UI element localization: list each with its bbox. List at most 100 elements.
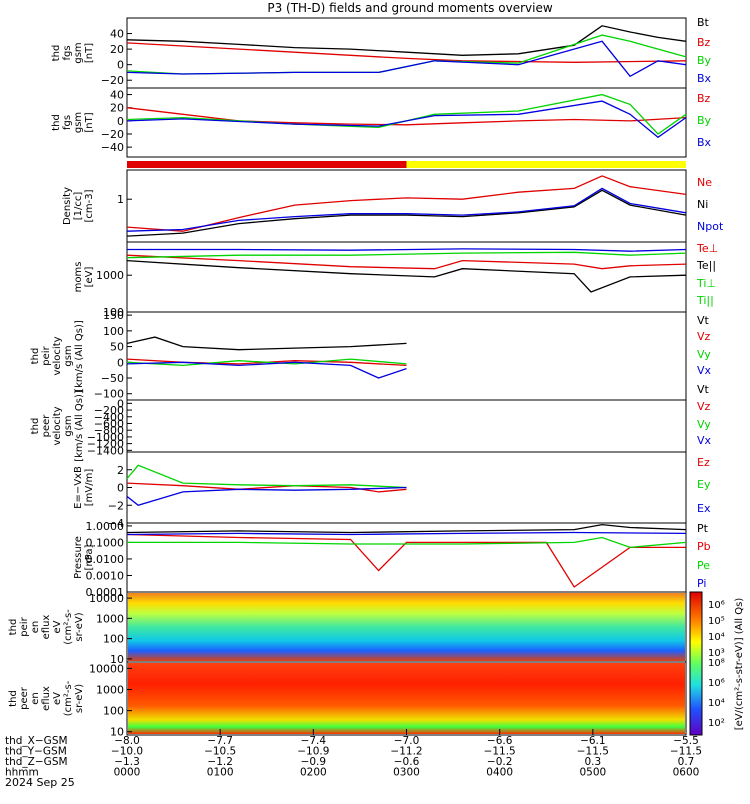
y-tick-label-4-4: −50 bbox=[101, 372, 124, 385]
y-tick-label-6-0: 2 bbox=[117, 464, 124, 477]
colorbar-tick-upper-3: 10³ bbox=[708, 648, 725, 659]
legend-7-0: Pt bbox=[697, 522, 709, 535]
y-tick-label-9-0: 10000 bbox=[89, 662, 124, 675]
legend-2-2: Npot bbox=[697, 220, 724, 233]
y-tick-label-4-3: 0 bbox=[117, 356, 124, 369]
y-axis-label-9-2: en bbox=[30, 692, 41, 705]
y-axis-label-4-4: [km/s (All Qs)] bbox=[74, 320, 85, 392]
legend-3-3: Ti|| bbox=[696, 294, 714, 307]
y-tick-label-4-5: −100 bbox=[94, 388, 124, 401]
y-tick-label-3-0: 1000 bbox=[96, 269, 124, 282]
y-tick-label-8-2: 100 bbox=[103, 633, 124, 646]
y-tick-label-5-4: −800 bbox=[94, 424, 124, 437]
y-tick-label-4-0: 150 bbox=[103, 309, 124, 322]
y-axis-label-1-3: [nT] bbox=[84, 112, 95, 132]
series-line-3-3 bbox=[126, 251, 687, 259]
y-axis-label-4-3: gsm bbox=[63, 345, 74, 366]
y-axis-label-8-1: peir bbox=[19, 616, 30, 636]
legend-3-0: Te⊥ bbox=[696, 242, 718, 255]
y-tick-label-1-0: 40 bbox=[110, 89, 124, 102]
legend-6-2: Ex bbox=[697, 502, 711, 515]
series-line-6-2 bbox=[126, 486, 407, 507]
x-row-label-0: thd_X−GSM bbox=[5, 735, 68, 747]
y-axis-label-8-4: eV bbox=[52, 620, 63, 633]
panel-frame-1 bbox=[126, 87, 687, 158]
y-tick-label-9-2: 100 bbox=[103, 705, 124, 718]
y-axis-label-2-0: Density bbox=[62, 187, 73, 225]
panel-frame-2 bbox=[126, 169, 687, 243]
y-axis-label-9-5: (cm²-s- bbox=[63, 680, 74, 716]
series-line-7-3 bbox=[126, 531, 687, 536]
heatmap-body-9 bbox=[128, 663, 685, 734]
x-tick-label-1-0: −7.7 bbox=[207, 735, 233, 747]
y-tick-label-7-4: 0.0001 bbox=[86, 586, 125, 599]
x-tick-label-0-2: −1.3 bbox=[114, 756, 140, 768]
colorbar-tick-lower-3: 10² bbox=[708, 718, 725, 729]
y-axis-label-3-1: [eV] bbox=[84, 267, 95, 288]
date-label: 2024 Sep 25 bbox=[5, 776, 75, 789]
y-axis-label-5-1: peer bbox=[41, 414, 52, 438]
y-axis-label-6-0: E=−VxB bbox=[73, 466, 84, 509]
y-tick-label-0-3: −20 bbox=[101, 74, 124, 87]
x-row-label-2: thd_Z−GSM bbox=[5, 756, 68, 768]
panel-frame-3 bbox=[126, 241, 687, 313]
mode-bar-yellow bbox=[406, 161, 686, 168]
legend-1-2: Bx bbox=[697, 136, 712, 149]
y-tick-label-8-1: 1000 bbox=[96, 612, 124, 625]
legend-4-2: Vy bbox=[697, 348, 711, 361]
x-tick-label-0-1: −10.0 bbox=[111, 746, 143, 758]
x-tick-label-5-1: −11.5 bbox=[577, 746, 609, 758]
x-tick-label-3-0: −7.0 bbox=[394, 735, 420, 747]
y-axis-label-9-4: eV bbox=[52, 692, 63, 705]
y-tick-label-0-1: 20 bbox=[110, 43, 124, 56]
mode-bar-red bbox=[127, 161, 407, 168]
series-line-1-0 bbox=[126, 107, 687, 126]
y-axis-label-1-0: thd bbox=[51, 114, 62, 131]
y-axis-label-8-0: thd bbox=[8, 619, 19, 636]
legend-6-1: Ey bbox=[697, 478, 711, 491]
legend-7-2: Pe bbox=[697, 559, 710, 572]
panel-frame-0 bbox=[126, 17, 687, 89]
y-tick-label-5-5: −1000 bbox=[87, 431, 124, 444]
y-tick-label-0-0: 40 bbox=[110, 28, 124, 41]
x-tick-label-1-2: −1.2 bbox=[207, 756, 233, 768]
legend-5-3: Vx bbox=[697, 434, 712, 447]
y-axis-label-0-3: [nT] bbox=[84, 43, 95, 63]
y-axis-label-1-1: fgs bbox=[62, 115, 73, 130]
legend-0-3: Bx bbox=[697, 72, 712, 85]
x-row-label-1: thd_Y−GSM bbox=[5, 746, 67, 758]
y-axis-label-8-3: eflux bbox=[41, 615, 52, 640]
x-tick-label-3-2: −0.6 bbox=[394, 756, 420, 768]
x-tick-label-0-3: 0000 bbox=[114, 767, 141, 779]
legend-5-0: Vt bbox=[697, 383, 710, 396]
series-line-0-1 bbox=[126, 42, 687, 63]
x-tick-label-6-1: −11.5 bbox=[670, 746, 702, 758]
panel-frame-5 bbox=[126, 399, 687, 453]
legend-4-1: Vz bbox=[697, 330, 711, 343]
y-axis-label-2-2: [cm-3] bbox=[84, 189, 95, 222]
y-axis-label-9-1: peer bbox=[19, 686, 30, 710]
x-tick-label-4-0: −6.6 bbox=[487, 735, 513, 747]
x-tick-label-0-0: −8.0 bbox=[114, 735, 140, 747]
legend-7-3: Pi bbox=[697, 577, 706, 590]
y-tick-label-2-0: 1 bbox=[117, 193, 124, 206]
y-axis-label-9-0: thd bbox=[8, 690, 19, 707]
x-row-label-3: hhmm bbox=[5, 767, 39, 779]
x-tick-label-5-2: 0.3 bbox=[584, 756, 601, 768]
y-tick-label-7-3: 0.0010 bbox=[86, 569, 125, 582]
x-tick-label-2-2: −0.9 bbox=[301, 756, 327, 768]
y-tick-label-4-1: 100 bbox=[103, 325, 124, 338]
x-tick-label-2-0: −7.4 bbox=[301, 735, 327, 747]
y-tick-label-5-1: −200 bbox=[94, 404, 124, 417]
y-axis-label-0-2: gsm bbox=[73, 42, 84, 63]
series-line-4-3 bbox=[126, 361, 407, 379]
y-tick-label-6-2: −2 bbox=[108, 499, 124, 512]
series-line-7-0 bbox=[126, 523, 687, 534]
y-axis-label-6-1: [mV/m] bbox=[84, 469, 95, 507]
y-tick-label-7-1: 0.1000 bbox=[86, 536, 125, 549]
y-axis-label-9-6: sr-eV) bbox=[74, 684, 85, 713]
x-tick-label-6-2: 0.7 bbox=[678, 756, 695, 768]
y-axis-label-0-0: thd bbox=[51, 45, 62, 62]
y-axis-label-5-0: thd bbox=[30, 418, 41, 435]
